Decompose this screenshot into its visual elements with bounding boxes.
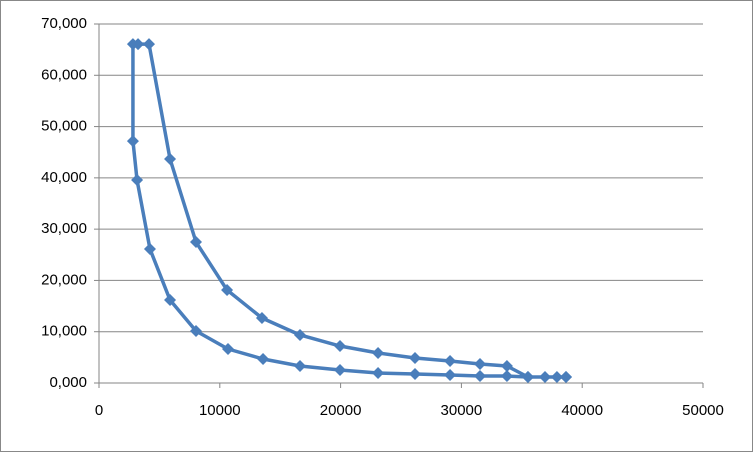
- y-tick-label: 70,000: [41, 15, 87, 32]
- marker: [221, 284, 234, 297]
- marker: [333, 364, 346, 377]
- marker: [222, 342, 235, 355]
- marker: [474, 358, 487, 371]
- marker: [126, 135, 139, 148]
- marker: [294, 360, 307, 373]
- marker: [409, 368, 422, 381]
- x-tick-label: 40000: [561, 402, 603, 419]
- marker: [372, 366, 385, 379]
- marker: [255, 312, 268, 325]
- marker: [164, 153, 177, 166]
- y-tick-label: 60,000: [41, 66, 87, 83]
- marker: [143, 38, 156, 51]
- marker: [500, 370, 513, 383]
- x-tick-label: 30000: [441, 402, 483, 419]
- marker: [500, 360, 513, 373]
- marker: [190, 324, 203, 337]
- marker: [409, 352, 422, 365]
- y-tick-label: 20,000: [41, 271, 87, 288]
- y-tick-label: 0,000: [49, 374, 87, 391]
- x-tick-label: 20000: [320, 402, 362, 419]
- marker: [164, 294, 177, 307]
- marker: [538, 370, 551, 383]
- marker: [444, 354, 457, 367]
- marker: [257, 352, 270, 365]
- marker: [294, 328, 307, 341]
- marker: [550, 370, 563, 383]
- y-tick-label: 50,000: [41, 118, 87, 135]
- marker: [521, 370, 534, 383]
- y-tick-label: 40,000: [41, 169, 87, 186]
- y-tick-label: 30,000: [41, 220, 87, 237]
- marker: [190, 236, 203, 249]
- marker: [143, 243, 156, 256]
- marker: [372, 346, 385, 359]
- marker: [132, 38, 145, 51]
- x-tick-label: 10000: [199, 402, 241, 419]
- marker: [560, 370, 573, 383]
- y-tick-label: 10,000: [41, 323, 87, 340]
- marker: [131, 174, 144, 187]
- marker: [474, 370, 487, 383]
- marker: [444, 368, 457, 381]
- x-tick-label: 50000: [682, 402, 724, 419]
- series-line: [131, 42, 567, 379]
- marker: [333, 340, 346, 353]
- x-tick-label: 0: [95, 402, 103, 419]
